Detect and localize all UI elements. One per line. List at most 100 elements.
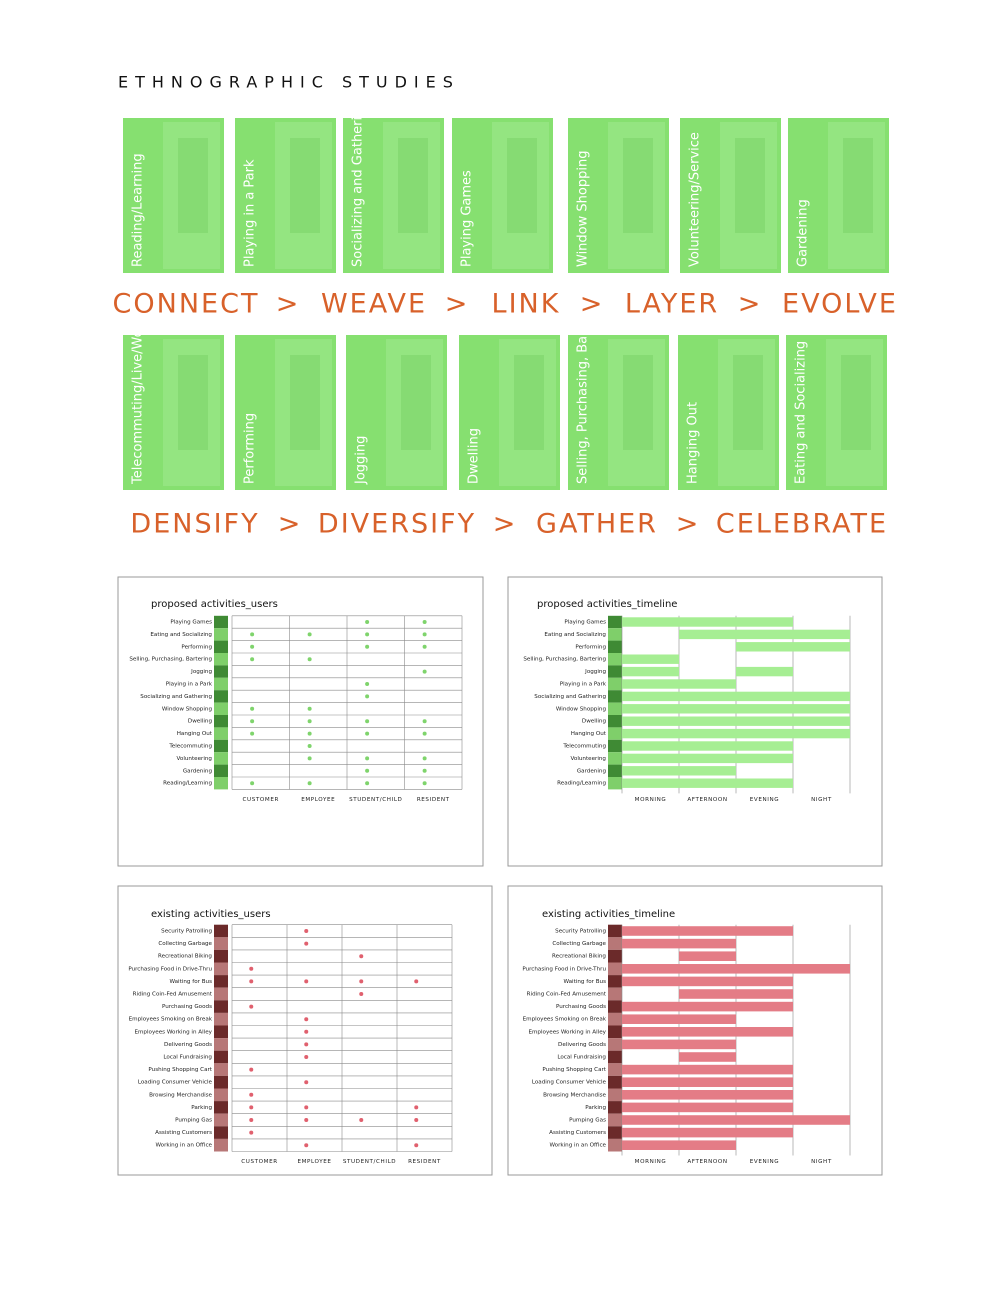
- row-thumbnail: [608, 924, 622, 938]
- flow-separator: >: [493, 509, 518, 540]
- row-thumbnail: [214, 1075, 228, 1089]
- time-bar: [622, 617, 679, 627]
- flow-separator: >: [278, 509, 303, 540]
- time-bar: [622, 691, 679, 702]
- row-thumbnail: [214, 924, 228, 938]
- card-title: Playing in a Park: [243, 159, 258, 267]
- card-title: Reading/Learning: [131, 153, 146, 267]
- dot: [304, 979, 309, 984]
- time-bar: [622, 728, 679, 739]
- row-thumbnail: [214, 640, 228, 653]
- dot: [365, 694, 370, 699]
- card-shade: [608, 339, 665, 486]
- row-thumbnail: [608, 1000, 622, 1013]
- time-bar: [622, 654, 679, 664]
- flow-separator: >: [276, 289, 301, 320]
- row-thumbnail: [608, 1126, 622, 1139]
- row-label: Pushing Shopping Cart: [542, 1067, 606, 1073]
- card-shade: [163, 122, 220, 269]
- dot: [307, 706, 312, 711]
- row-label: Performing: [575, 644, 606, 650]
- row-thumbnail: [214, 690, 228, 703]
- card-shade: [608, 122, 665, 269]
- dot: [304, 929, 309, 933]
- time-bar: [679, 1064, 736, 1075]
- card-title: Dwelling: [467, 428, 482, 484]
- time-bar: [679, 617, 736, 627]
- row-label: Local Fundraising: [163, 1055, 212, 1061]
- dot: [250, 644, 255, 649]
- time-bar: [622, 976, 679, 987]
- time-bar: [622, 1027, 679, 1037]
- row-label: Purchasing Food in Drive-Thru: [128, 966, 212, 972]
- card-shade: [275, 339, 332, 486]
- row-label: Reading/Learning: [163, 781, 212, 787]
- dot: [365, 644, 370, 649]
- column-label: MORNING: [635, 1159, 667, 1165]
- row-label: Purchasing Food in Drive-Thru: [522, 966, 606, 972]
- time-bar: [793, 728, 850, 739]
- time-bar: [622, 964, 679, 974]
- card-shade: [733, 355, 763, 450]
- time-bar: [622, 1140, 679, 1150]
- dot: [365, 731, 370, 736]
- row-thumbnail: [214, 949, 228, 963]
- flow-separator: >: [738, 289, 763, 320]
- card-shade: [290, 355, 320, 450]
- dot: [249, 1105, 254, 1110]
- row-label: Window Shopping: [162, 706, 213, 712]
- row-label: Waiting for Bus: [169, 979, 212, 985]
- dot: [249, 979, 254, 984]
- row-thumbnail: [608, 727, 622, 740]
- row-thumbnail: [214, 1113, 228, 1127]
- time-bar: [736, 1077, 793, 1087]
- dot: [422, 620, 427, 624]
- row-label: Socializing and Gathering: [140, 694, 212, 700]
- time-bar: [679, 989, 736, 999]
- dot: [422, 669, 427, 674]
- row-label: Delivering Goods: [164, 1042, 212, 1048]
- card-shade: [843, 138, 873, 233]
- row-thumbnail: [214, 1101, 228, 1114]
- chart-title: proposed activities_users: [151, 599, 278, 610]
- row-label: Employees Working in Alley: [528, 1029, 606, 1035]
- dot: [359, 954, 364, 959]
- dot: [307, 632, 312, 637]
- card-shade: [275, 122, 332, 269]
- time-bar: [736, 1127, 793, 1138]
- row-label: Collecting Garbage: [158, 941, 212, 947]
- time-bar: [679, 1027, 736, 1037]
- row-thumbnail: [214, 752, 228, 765]
- card-title: Window Shopping: [576, 151, 591, 267]
- dot: [249, 1092, 254, 1097]
- card-shade: [720, 122, 777, 269]
- time-bar: [679, 951, 736, 961]
- row-label: Eating and Socializing: [544, 632, 606, 638]
- row-thumbnail: [214, 1088, 228, 1102]
- time-bar: [622, 1014, 679, 1024]
- row-thumbnail: [214, 1063, 228, 1076]
- row-thumbnail: [214, 975, 228, 988]
- row-label: Riding Coin-Fed Amusement: [527, 992, 607, 998]
- card-shade: [178, 138, 208, 233]
- row-label: Telecommuting: [168, 744, 212, 750]
- time-bar: [622, 778, 679, 788]
- row-label: Pushing Shopping Cart: [148, 1067, 212, 1073]
- row-thumbnail: [608, 615, 622, 629]
- time-bar: [679, 679, 736, 689]
- row-label: Volunteering: [177, 756, 213, 762]
- dot: [307, 744, 312, 748]
- row-label: Performing: [181, 644, 212, 650]
- dot: [304, 1042, 309, 1047]
- column-label: CUSTOMER: [241, 1159, 277, 1165]
- row-thumbnail: [608, 1025, 622, 1039]
- dot: [365, 719, 370, 724]
- dot: [365, 781, 370, 786]
- time-bar: [736, 617, 793, 627]
- time-bar: [736, 704, 793, 714]
- column-label: CUSTOMER: [243, 797, 279, 803]
- time-bar: [679, 1014, 736, 1024]
- row-label: Recreational Biking: [158, 954, 212, 960]
- row-thumbnail: [608, 1101, 622, 1114]
- time-bar: [622, 1039, 679, 1050]
